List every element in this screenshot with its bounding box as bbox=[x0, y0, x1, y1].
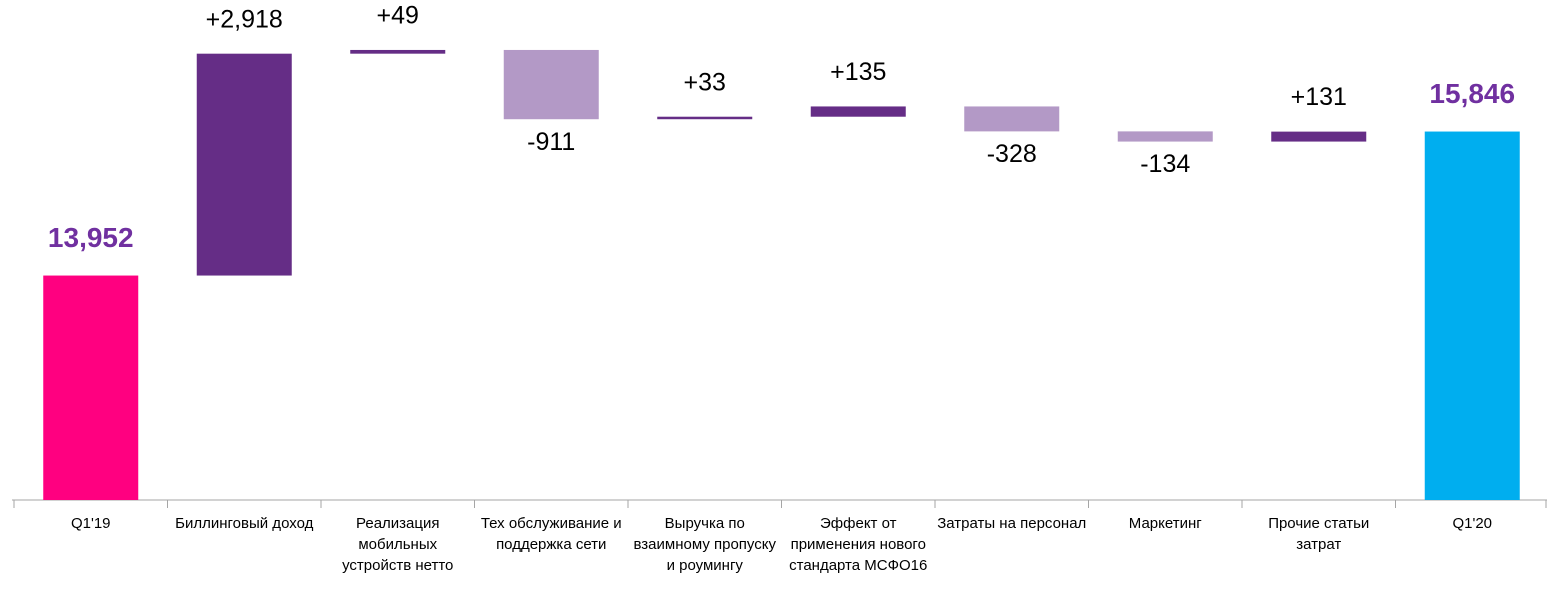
bar bbox=[1424, 131, 1520, 500]
data-label: +131 bbox=[1291, 83, 1347, 111]
total-label: 15,846 bbox=[1429, 78, 1515, 109]
bar bbox=[1271, 131, 1367, 142]
bar bbox=[43, 275, 139, 500]
data-label: -134 bbox=[1140, 150, 1190, 178]
bar bbox=[196, 53, 292, 276]
x-tick-label: Реализация мобильных устройств нетто bbox=[342, 515, 454, 574]
total-label: 13,952 bbox=[48, 222, 134, 253]
x-tick-label: Выручка по взаимному пропуску и роумингу bbox=[633, 515, 776, 574]
bar bbox=[657, 116, 753, 120]
data-label: -911 bbox=[527, 128, 575, 156]
bar bbox=[964, 106, 1060, 132]
x-tick-label: Прочие статьи затрат bbox=[1268, 515, 1370, 553]
bar bbox=[1117, 131, 1213, 142]
x-tick-label: Биллинговый доход bbox=[175, 515, 314, 532]
bar bbox=[350, 49, 446, 54]
x-tick-label: Q1'19 bbox=[70, 515, 111, 532]
data-label: +49 bbox=[377, 2, 419, 30]
data-label: +2,918 bbox=[206, 5, 283, 33]
bar bbox=[810, 106, 906, 117]
x-tick-label: Затраты на персонал bbox=[937, 515, 1087, 532]
data-label: +135 bbox=[830, 58, 886, 86]
x-tick-label: Эффект от применения нового стандарта МС… bbox=[789, 515, 928, 574]
x-tick-label: Q1'20 bbox=[1452, 515, 1493, 532]
data-label: -328 bbox=[987, 140, 1037, 168]
x-tick-label: Тех обслуживание и поддержка сети bbox=[480, 515, 622, 553]
data-label: +33 bbox=[684, 68, 726, 96]
x-tick-label: Маркетинг bbox=[1128, 515, 1202, 532]
bar bbox=[503, 49, 599, 120]
